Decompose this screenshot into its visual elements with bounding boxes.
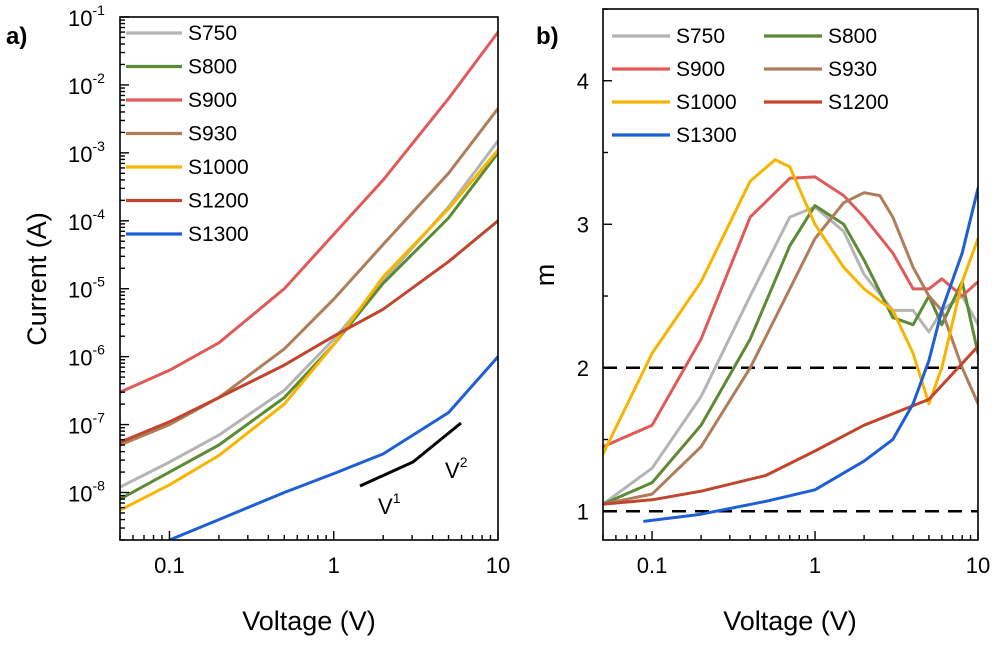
legend-item-s1000: S1000	[612, 91, 737, 114]
slope-label-v1: V1	[378, 490, 401, 519]
panel-b-label: b)	[536, 23, 559, 50]
series-line-s1000	[603, 158, 978, 456]
y-tick-label: 2	[577, 356, 589, 381]
y-tick-label: 1	[577, 499, 589, 524]
legend-item-s1200: S1200	[764, 91, 889, 114]
legend-item-s900: S900	[612, 58, 725, 81]
y-tick-label: 10-6	[68, 342, 105, 371]
legend-item-s750: S750	[612, 25, 725, 48]
series-line-s1300	[643, 186, 978, 523]
panel-b-plot-area	[603, 158, 978, 523]
legend-item-s1000: S1000	[126, 156, 249, 179]
x-tick-label: 0.1	[637, 553, 668, 578]
series-line-s930	[603, 191, 978, 506]
legend-item-s1300: S1300	[126, 223, 249, 246]
legend-item-s750: S750	[126, 22, 237, 45]
legend-label: S930	[188, 123, 237, 146]
series-line-s1300	[168, 355, 498, 540]
legend-label: S1000	[188, 156, 249, 179]
legend-label: S750	[676, 25, 725, 48]
legend-item-s930: S930	[764, 58, 877, 81]
panel-b-y-axis: 1 2 3 4	[577, 8, 612, 524]
legend-label: S1000	[676, 91, 737, 114]
panel-a-x-axis-title: Voltage (V)	[242, 606, 376, 636]
panel-b-legend: S750 S800 S900 S930 S1000 S1200 S1300	[612, 25, 889, 147]
panel-a-legend: S750 S800 S900 S930 S1000 S1200 S1300	[126, 22, 249, 246]
y-tick-label: 10-5	[68, 274, 105, 303]
x-tick-label: 10	[486, 553, 510, 578]
y-tick-label: 10-7	[68, 410, 105, 439]
series-line-s1200	[603, 344, 978, 506]
legend-label: S1300	[188, 223, 249, 246]
legend-label: S1200	[828, 91, 889, 114]
x-tick-label: 0.1	[154, 553, 185, 578]
panel-a-plot-area	[120, 30, 498, 540]
y-tick-label: 10-4	[68, 206, 105, 235]
y-tick-label: 10-2	[68, 70, 105, 99]
series-line-s930	[120, 107, 498, 447]
y-tick-label: 10-3	[68, 138, 105, 167]
legend-item-s1200: S1200	[126, 190, 249, 213]
panel-a-slope-annotations: V1 V2	[359, 421, 468, 519]
legend-label: S1300	[676, 124, 737, 147]
x-tick-label: 1	[809, 553, 821, 578]
panel-a: a) 0.1 1 10 10-810-710-610-510-410-310-210…	[6, 2, 510, 636]
legend-label: S930	[828, 58, 877, 81]
series-line-s750	[120, 139, 498, 489]
panel-b: b) 0.1 1 10 1 2 3 4 S750 S800 S900 S930 S1000 S120…	[530, 8, 990, 636]
panel-a-label: a)	[6, 23, 27, 50]
slope-label-v2: V2	[445, 454, 468, 483]
x-tick-label: 1	[328, 553, 340, 578]
legend-label: S900	[676, 58, 725, 81]
series-line-s900	[120, 30, 498, 394]
y-tick-label: 3	[577, 212, 589, 237]
series-line-s1200	[120, 219, 498, 444]
panel-b-x-axis-title: Voltage (V)	[723, 606, 857, 636]
legend-item-s930: S930	[126, 123, 237, 146]
y-tick-label: 10-1	[68, 2, 105, 31]
panel-a-frame	[119, 16, 499, 541]
panel-a-y-axis-title: Current (A)	[22, 212, 52, 346]
legend-label: S900	[188, 89, 237, 112]
legend-item-s800: S800	[764, 25, 877, 48]
legend-label: S750	[188, 22, 237, 45]
legend-item-s800: S800	[126, 56, 237, 79]
slope-guide-line	[359, 421, 462, 488]
y-tick-label: 10-8	[68, 478, 105, 507]
panel-b-x-axis: 0.1 1 10	[602, 531, 990, 578]
legend-label: S800	[188, 56, 237, 79]
legend-label: S800	[828, 25, 877, 48]
series-line-s750	[603, 205, 978, 506]
series-line-s1000	[120, 148, 498, 512]
panel-b-y-axis-title: m	[530, 264, 560, 287]
legend-label: S1200	[188, 190, 249, 213]
series-line-s800	[120, 151, 498, 501]
panel-a-y-axis: 10-8 10-7 10-6 10-5 10-4 10-3 10-2 10-1	[68, 2, 129, 541]
legend-item-s1300: S1300	[612, 124, 737, 147]
legend-item-s900: S900	[126, 89, 237, 112]
panel-a-x-axis: 0.1 1 10	[119, 531, 510, 578]
series-line-s900	[603, 175, 978, 449]
x-tick-label: 10	[966, 553, 990, 578]
y-tick-label: 4	[577, 69, 589, 94]
panel-b-frame	[602, 8, 979, 541]
